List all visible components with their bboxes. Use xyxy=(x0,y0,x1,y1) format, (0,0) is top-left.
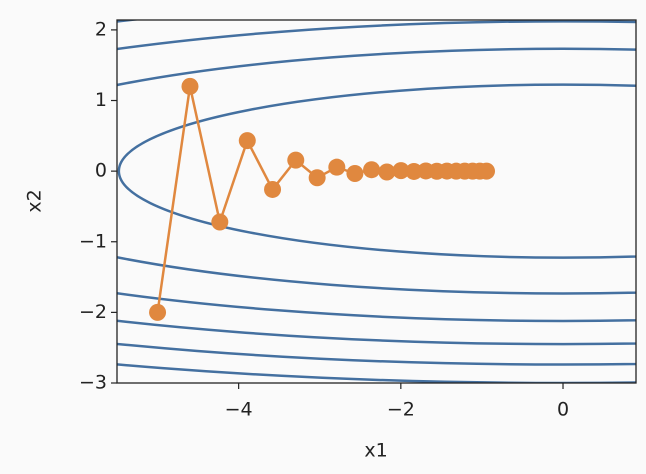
contour-line xyxy=(117,47,636,295)
trajectory-point xyxy=(328,158,346,176)
plot-frame xyxy=(116,19,637,384)
x-tick-label: 0 xyxy=(557,399,569,421)
trajectory-point xyxy=(363,161,381,179)
trajectory-point xyxy=(378,163,396,181)
contour-group xyxy=(117,20,636,383)
contour-line xyxy=(117,20,636,346)
y-tick-label: −3 xyxy=(79,372,107,394)
x-tick-label: −2 xyxy=(387,399,415,421)
trajectory-point xyxy=(392,162,410,180)
contour-line xyxy=(117,342,636,366)
contour-line xyxy=(117,83,636,259)
trajectory-point xyxy=(264,180,282,198)
trajectory-point xyxy=(405,162,423,180)
y-tick-label: 1 xyxy=(95,89,107,111)
y-tick-label: 0 xyxy=(95,160,107,182)
contour-line xyxy=(117,20,636,323)
y-tick-label: −1 xyxy=(79,230,107,252)
y-tick-label: 2 xyxy=(95,18,107,40)
trajectory-point xyxy=(287,151,305,169)
y-axis-label: x2 xyxy=(24,189,46,212)
trajectory-point xyxy=(308,169,326,187)
trajectory-point xyxy=(149,303,167,321)
y-tick-label: −2 xyxy=(79,301,107,323)
trajectory-point xyxy=(211,213,229,231)
trajectory-point xyxy=(181,77,199,95)
x-axis-label: x1 xyxy=(364,440,387,462)
trajectory-point xyxy=(346,165,364,183)
trajectory-group xyxy=(149,77,496,321)
trajectory-point xyxy=(238,132,256,150)
x-tick-label: −4 xyxy=(225,399,253,421)
trajectory-point xyxy=(478,162,496,180)
